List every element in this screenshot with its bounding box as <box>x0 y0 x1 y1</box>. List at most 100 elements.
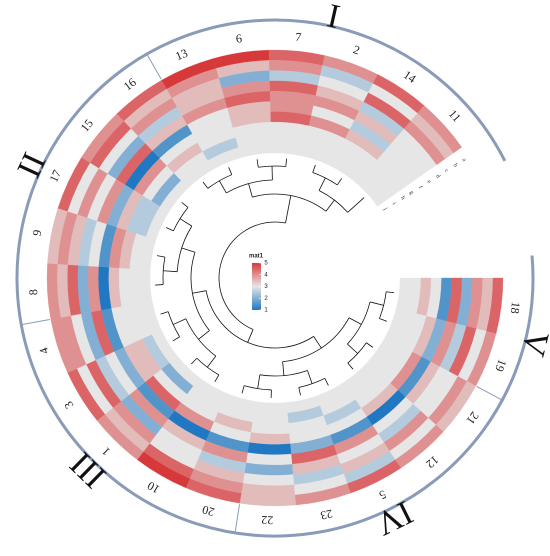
legend-tick-label: 2 <box>264 296 268 302</box>
dendrogram-branch <box>241 385 245 394</box>
group-divider <box>234 504 241 532</box>
group-divider <box>146 54 162 80</box>
sector-label: 3 <box>61 399 76 411</box>
dendrogram-branch <box>366 342 374 348</box>
legend-tick-label: 4 <box>264 272 268 278</box>
sector-label: 10 <box>145 478 162 496</box>
dendrogram-branch <box>386 291 395 294</box>
dendrogram-branch <box>190 357 198 365</box>
dendrogram-branch <box>285 158 287 167</box>
legend-title: mat1 <box>249 254 264 260</box>
heatmap-cell <box>253 401 288 414</box>
legend-tick-label: 5 <box>264 261 268 267</box>
legend-tick-label: 3 <box>264 284 268 290</box>
dendrogram-branch <box>179 218 193 227</box>
legend-bar <box>252 263 261 310</box>
dendrogram-arc <box>258 165 286 168</box>
sector-label: 14 <box>401 68 419 86</box>
dendrogram-branch <box>347 343 358 354</box>
group-divider <box>476 385 502 401</box>
sector-label: 17 <box>46 168 64 185</box>
dendrogram-branch <box>198 330 210 340</box>
dendrogram-branch <box>324 378 329 386</box>
track-label: a <box>460 157 467 163</box>
dendrogram-arc <box>218 221 286 330</box>
sector-label: 2 <box>351 42 361 57</box>
dendrogram-branch <box>165 227 174 232</box>
dendrogram-branch <box>247 329 254 343</box>
track-label: j <box>382 206 389 212</box>
sector-label: 12 <box>423 453 441 471</box>
dendrogram <box>155 158 395 398</box>
dendrogram-branch <box>312 164 316 173</box>
dendrogram-arc <box>347 301 371 345</box>
dendrogram-branch <box>192 290 207 294</box>
track-label: g <box>408 190 415 196</box>
dendrogram-arc <box>312 172 338 186</box>
track-label: c <box>443 168 450 174</box>
sector-label: 8 <box>26 289 40 296</box>
sector-label: 5 <box>377 487 389 502</box>
sector-label: 13 <box>173 46 189 64</box>
dendrogram-branch <box>181 247 196 253</box>
sector-label: 15 <box>78 116 96 134</box>
dendrogram-arc <box>244 385 272 391</box>
heatmap-cell <box>252 411 289 424</box>
track-label: d <box>434 174 441 180</box>
dendrogram-arc <box>259 370 308 377</box>
dendrogram-branch <box>379 318 388 322</box>
dendrogram-branch <box>347 197 365 213</box>
dendrogram-arc <box>347 342 367 364</box>
dendrogram-branch <box>157 255 166 258</box>
track-label: h <box>399 195 406 201</box>
dendrogram-branch <box>228 167 233 175</box>
dendrogram-branch <box>181 202 189 208</box>
dendrogram-branch <box>298 387 301 396</box>
sector-label: 19 <box>492 357 509 373</box>
track-label: f <box>417 184 424 189</box>
sector-label: 23 <box>319 507 334 523</box>
sector-label: 9 <box>30 229 45 238</box>
track-label: e <box>425 179 432 185</box>
sector-label: 22 <box>261 513 273 527</box>
dendrogram-branch <box>348 317 362 325</box>
sector-label: 18 <box>508 301 523 315</box>
dendrogram-branch <box>282 361 285 376</box>
dendrogram-branch <box>325 199 335 212</box>
dendrogram-branch <box>248 183 253 198</box>
sector-label: 20 <box>201 503 216 520</box>
dendrogram-branch <box>214 374 220 383</box>
dendrogram-branch <box>307 370 313 384</box>
dendrogram-branch <box>257 374 261 389</box>
dendrogram-branch <box>160 311 169 315</box>
group-label: I <box>324 0 343 36</box>
dendrogram-branch <box>313 336 322 349</box>
track-label: i <box>391 201 397 206</box>
dendrogram-branch <box>172 318 187 325</box>
dendrogram-branch <box>285 195 292 224</box>
heatmap-cell <box>139 269 153 303</box>
sector-label: 21 <box>463 409 481 427</box>
legend-tick-label: 1 <box>264 308 268 314</box>
dendrogram-branch <box>347 362 354 370</box>
sector-label: 4 <box>36 346 51 356</box>
dendrogram-arc <box>379 291 387 319</box>
dendrogram-branch <box>219 180 227 194</box>
sector-label: 6 <box>235 31 243 46</box>
group-label: IV <box>369 493 418 542</box>
group-divider <box>22 318 50 326</box>
dendrogram-branch <box>369 301 384 306</box>
heatmap-cell <box>356 175 387 207</box>
sector-label: 7 <box>295 30 302 45</box>
sector-label: 16 <box>121 75 139 93</box>
sector-label: 11 <box>446 107 464 125</box>
dendrogram-branch <box>336 178 343 186</box>
dendrogram-branch <box>163 270 178 273</box>
dendrogram-branch <box>202 181 209 189</box>
dendrogram-branch <box>172 336 180 342</box>
dendrogram-branch <box>318 177 326 191</box>
outer-ring <box>15 18 535 538</box>
track-label: b <box>452 163 459 169</box>
group-label: V <box>514 327 550 360</box>
